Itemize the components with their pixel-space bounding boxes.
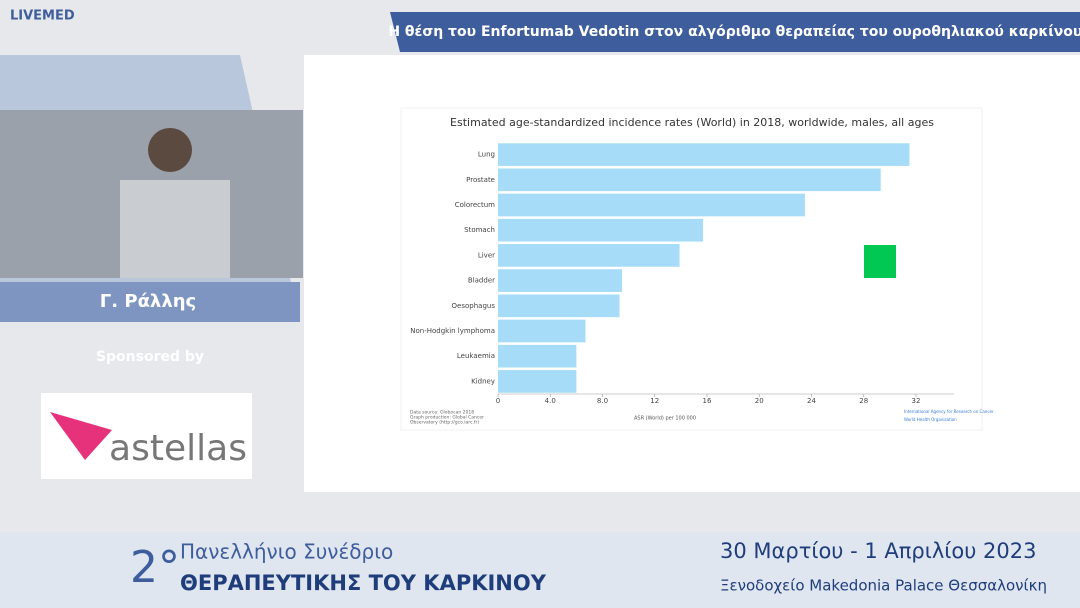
bar [498, 168, 881, 192]
bar [498, 244, 680, 267]
bar [498, 344, 577, 368]
source-note: Observatory (http://gco.iarc.fr) [410, 420, 479, 426]
bar [498, 193, 805, 217]
x-tick-label: 0 [496, 397, 500, 405]
credit: International Agency for Research on Can… [904, 409, 994, 414]
bar [498, 218, 704, 242]
cursor-box [864, 245, 896, 278]
y-tick-label: Liver [478, 251, 495, 259]
banner-ordinal: 2° [130, 542, 180, 593]
chart-title: Estimated age-standardized incidence rat… [450, 116, 934, 129]
title-bar [390, 12, 1080, 52]
banner-dates: 30 Μαρτίου - 1 Απριλίου 2023 [720, 539, 1037, 563]
x-tick-label: 4.0 [545, 397, 556, 405]
y-tick-label: Prostate [466, 176, 495, 184]
bar [498, 319, 586, 343]
x-tick-label: 20 [755, 397, 764, 405]
bar [498, 370, 577, 393]
x-tick-label: 32 [912, 397, 921, 405]
source-note: Graph production: Global Cancer [410, 415, 484, 421]
y-tick-label: Lung [478, 151, 495, 159]
x-tick-label: 12 [650, 397, 659, 405]
x-tick-label: 8.0 [597, 397, 608, 405]
source-note: Data source: Globocan 2018 [410, 410, 474, 416]
name-bar [0, 282, 300, 322]
y-tick-label: Non-Hodgkin lymphoma [410, 327, 495, 335]
x-axis-label: ASR (World) per 100 000 [634, 416, 696, 422]
bar [498, 269, 623, 292]
y-tick-label: Kidney [471, 377, 495, 385]
sponsor-logo: astellas [109, 428, 247, 469]
sponsor-icon [50, 412, 112, 460]
sponsored-by: Sponsored by [96, 349, 204, 365]
bar [498, 294, 620, 318]
y-tick-label: Stomach [464, 226, 495, 234]
logo: LIVEMED [10, 9, 75, 24]
talk-title: Η θέση του Enfortumab Vedotin στον αλγόρ… [388, 24, 1080, 40]
x-tick-label: 28 [859, 397, 868, 405]
y-tick-label: Leukaemia [457, 352, 495, 360]
x-tick-label: 24 [807, 397, 816, 405]
banner-line2: ΘΕΡΑΠΕΥΤΙΚΗΣ ΤΟΥ ΚΑΡΚΙΝΟΥ [180, 571, 547, 595]
y-tick-label: Oesophagus [452, 302, 496, 310]
banner-venue: Ξενοδοχείο Makedonia Palace Θεσσαλονίκη [720, 577, 1047, 595]
y-tick-label: Bladder [468, 277, 495, 285]
speaker-body [120, 180, 230, 278]
bar [498, 143, 910, 166]
credit: World Health Organization [904, 417, 957, 422]
speaker-name: Γ. Ράλλης [100, 291, 196, 312]
banner-line1: Πανελλήνιο Συνέδριο [180, 540, 393, 564]
y-tick-label: Colorectum [455, 201, 495, 209]
speaker-head [148, 128, 192, 172]
x-tick-label: 16 [703, 397, 712, 405]
banner [0, 532, 1080, 608]
